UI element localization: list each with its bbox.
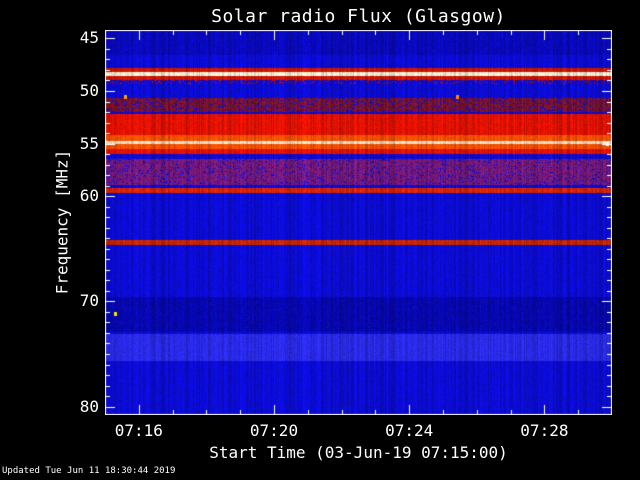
y-tick-label: 80 xyxy=(79,396,99,416)
x-tick-label: 07:20 xyxy=(249,421,299,440)
spectrogram-canvas xyxy=(105,30,612,415)
x-tick-label: 07:28 xyxy=(520,421,569,440)
y-tick-label: 45 xyxy=(79,28,99,48)
x-tick-label: 07:16 xyxy=(114,421,163,440)
y-tick-label: 50 xyxy=(79,81,99,100)
x-tick-label: 07:24 xyxy=(385,421,434,440)
y-tick-label: 70 xyxy=(79,291,99,311)
y-axis-label: Frequency [MHz] xyxy=(52,149,72,295)
chart-title: Solar radio Flux (Glasgow) xyxy=(211,6,506,27)
y-tick-label: 55 xyxy=(79,133,99,153)
updated-timestamp: Updated Tue Jun 11 18:30:44 2019 xyxy=(2,466,176,476)
x-axis-label: Start Time (03-Jun-19 07:15:00) xyxy=(209,443,508,462)
y-tick-label: 60 xyxy=(79,186,99,206)
